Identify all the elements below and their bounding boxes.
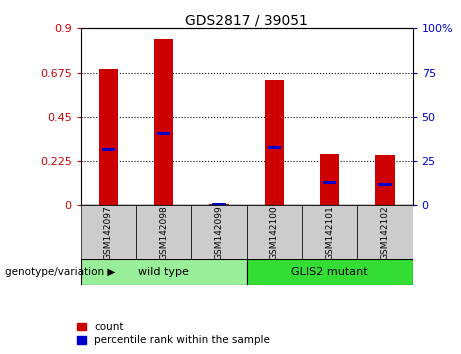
Bar (157, 132, 171, 135)
Text: GSM142100: GSM142100 (270, 205, 279, 260)
Text: genotype/variation ▶: genotype/variation ▶ (5, 267, 115, 277)
Bar (81, 259, 247, 285)
Bar (375, 155, 395, 205)
Text: GSM142102: GSM142102 (380, 205, 390, 260)
Bar (267, 146, 281, 149)
Bar (247, 259, 413, 285)
Bar (209, 204, 229, 205)
Bar (212, 203, 226, 206)
Bar (247, 205, 302, 260)
Bar (81, 205, 136, 260)
Bar (357, 205, 413, 260)
Text: GSM142101: GSM142101 (325, 205, 334, 260)
Bar (265, 80, 284, 205)
Text: GSM142099: GSM142099 (214, 205, 224, 260)
Title: GDS2817 / 39051: GDS2817 / 39051 (185, 13, 308, 27)
Bar (101, 148, 115, 151)
Text: wild type: wild type (138, 267, 189, 277)
Bar (154, 39, 173, 205)
Text: GLIS2 mutant: GLIS2 mutant (291, 267, 368, 277)
Text: GSM142097: GSM142097 (104, 205, 113, 260)
Bar (302, 205, 357, 260)
Bar (191, 205, 247, 260)
Text: GSM142098: GSM142098 (159, 205, 168, 260)
Bar (136, 205, 191, 260)
Bar (323, 181, 337, 184)
Bar (99, 69, 118, 205)
Bar (378, 183, 392, 186)
Bar (320, 154, 339, 205)
Legend: count, percentile rank within the sample: count, percentile rank within the sample (77, 322, 270, 345)
